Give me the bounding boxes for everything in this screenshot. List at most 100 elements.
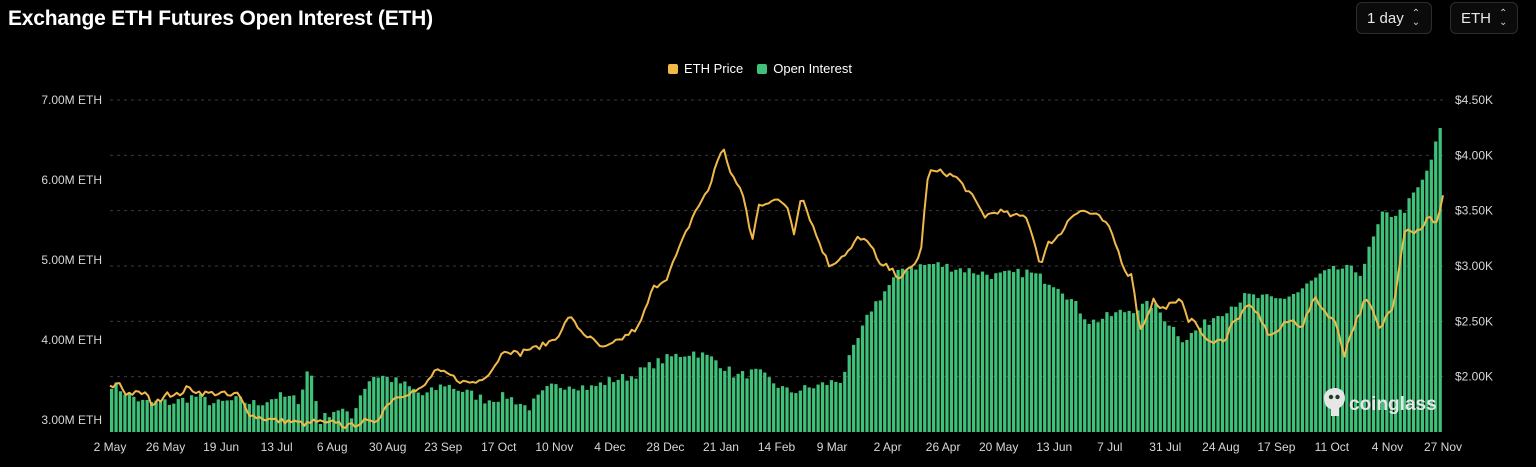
open-interest-bar[interactable] <box>1229 306 1233 432</box>
open-interest-bar[interactable] <box>541 390 545 432</box>
open-interest-bar[interactable] <box>727 366 731 432</box>
eth-price-series-line[interactable] <box>109 148 1444 429</box>
open-interest-bar[interactable] <box>843 371 847 432</box>
open-interest-bar[interactable] <box>149 401 154 432</box>
open-interest-bar[interactable] <box>887 285 891 432</box>
open-interest-bar[interactable] <box>1380 211 1385 432</box>
open-interest-bar[interactable] <box>114 382 118 432</box>
open-interest-bar[interactable] <box>527 410 531 432</box>
open-interest-bar[interactable] <box>1309 280 1313 432</box>
open-interest-bar[interactable] <box>283 396 287 432</box>
open-interest-bar[interactable] <box>1336 269 1340 432</box>
open-interest-bar[interactable] <box>452 388 456 432</box>
open-interest-bar[interactable] <box>976 274 980 432</box>
open-interest-bar[interactable] <box>1407 198 1411 432</box>
open-interest-bar[interactable] <box>620 374 625 432</box>
open-interest-bar[interactable] <box>994 273 998 432</box>
open-interest-bar[interactable] <box>980 271 985 432</box>
open-interest-bar[interactable] <box>807 387 811 432</box>
open-interest-bar[interactable] <box>1123 312 1127 432</box>
open-interest-bar[interactable] <box>1438 128 1442 432</box>
open-interest-bar[interactable] <box>847 355 851 432</box>
open-interest-bar[interactable] <box>1376 224 1380 432</box>
open-interest-bar[interactable] <box>985 274 989 432</box>
open-interest-bar[interactable] <box>1225 313 1229 432</box>
open-interest-bar[interactable] <box>465 389 469 432</box>
open-interest-bar[interactable] <box>1251 294 1256 432</box>
open-interest-bar[interactable] <box>1056 288 1060 432</box>
open-interest-bar[interactable] <box>185 402 189 432</box>
open-interest-bar[interactable] <box>643 367 647 432</box>
open-interest-bar[interactable] <box>478 394 483 432</box>
open-interest-bar[interactable] <box>1216 316 1220 432</box>
open-interest-bar[interactable] <box>1411 192 1416 432</box>
open-interest-bar[interactable] <box>269 399 274 432</box>
open-interest-bar[interactable] <box>203 396 207 432</box>
open-interest-bar[interactable] <box>718 368 722 432</box>
open-interest-bar[interactable] <box>514 404 518 432</box>
open-interest-bar[interactable] <box>963 272 967 432</box>
open-interest-bar[interactable] <box>914 269 918 432</box>
open-interest-bar[interactable] <box>456 390 460 432</box>
open-interest-bar[interactable] <box>1260 294 1265 432</box>
open-interest-bar[interactable] <box>758 369 762 432</box>
open-interest-bar[interactable] <box>625 380 629 432</box>
open-interest-bar[interactable] <box>474 399 478 432</box>
open-interest-bar[interactable] <box>696 357 700 432</box>
open-interest-bar[interactable] <box>1149 307 1153 432</box>
open-interest-bar[interactable] <box>1171 326 1176 432</box>
open-interest-bar[interactable] <box>221 400 225 432</box>
open-interest-bar[interactable] <box>1012 272 1016 432</box>
open-interest-bar[interactable] <box>1371 236 1376 432</box>
open-interest-bar[interactable] <box>900 268 905 432</box>
open-interest-bar[interactable] <box>825 385 829 432</box>
open-interest-bar[interactable] <box>523 405 527 432</box>
open-interest-bar[interactable] <box>1207 324 1211 432</box>
open-interest-bar[interactable] <box>505 398 509 432</box>
open-interest-bar[interactable] <box>1145 300 1149 432</box>
open-interest-bar[interactable] <box>585 389 589 432</box>
open-interest-bar[interactable] <box>509 397 514 432</box>
open-interest-bar[interactable] <box>1007 270 1011 432</box>
open-interest-bar[interactable] <box>1349 265 1353 432</box>
open-interest-bar[interactable] <box>1069 299 1073 432</box>
open-interest-bar[interactable] <box>318 424 323 432</box>
open-interest-bar[interactable] <box>1403 212 1407 432</box>
open-interest-bar[interactable] <box>198 394 203 432</box>
open-interest-bar[interactable] <box>1074 301 1078 432</box>
open-interest-bar[interactable] <box>234 396 238 432</box>
open-interest-bar[interactable] <box>1038 273 1042 432</box>
open-interest-bar[interactable] <box>1425 170 1429 432</box>
open-interest-bar[interactable] <box>172 403 176 432</box>
unit-select[interactable]: ETH ⌃ ⌄ <box>1450 2 1518 34</box>
open-interest-bar[interactable] <box>287 395 291 432</box>
open-interest-bar[interactable] <box>1389 217 1393 432</box>
open-interest-bar[interactable] <box>829 380 834 432</box>
open-interest-bar[interactable] <box>683 356 687 432</box>
open-interest-bar[interactable] <box>292 395 296 432</box>
open-interest-bar[interactable] <box>363 388 367 432</box>
open-interest-bar[interactable] <box>789 392 794 432</box>
open-interest-bar[interactable] <box>1091 319 1096 432</box>
open-interest-bar[interactable] <box>492 401 496 432</box>
open-interest-bar[interactable] <box>1127 310 1131 432</box>
open-interest-bar[interactable] <box>940 266 945 432</box>
open-interest-bar[interactable] <box>238 396 243 432</box>
open-interest-bar[interactable] <box>367 381 371 432</box>
open-interest-bar[interactable] <box>798 390 802 432</box>
open-interest-bar[interactable] <box>1314 277 1318 432</box>
open-interest-bar[interactable] <box>932 264 936 432</box>
open-interest-bar[interactable] <box>1167 325 1171 432</box>
open-interest-bar[interactable] <box>483 403 487 432</box>
open-interest-bar[interactable] <box>812 388 816 432</box>
open-interest-bar[interactable] <box>1020 277 1025 432</box>
open-interest-bar[interactable] <box>1047 284 1051 432</box>
open-interest-bar[interactable] <box>425 392 429 432</box>
open-interest-bar[interactable] <box>749 369 754 432</box>
open-interest-bar[interactable] <box>647 362 651 432</box>
open-interest-bar[interactable] <box>145 399 149 432</box>
open-interest-bar[interactable] <box>1296 292 1300 432</box>
open-interest-bar[interactable] <box>136 401 140 432</box>
open-interest-bar[interactable] <box>301 389 305 432</box>
open-interest-bar[interactable] <box>838 382 842 432</box>
